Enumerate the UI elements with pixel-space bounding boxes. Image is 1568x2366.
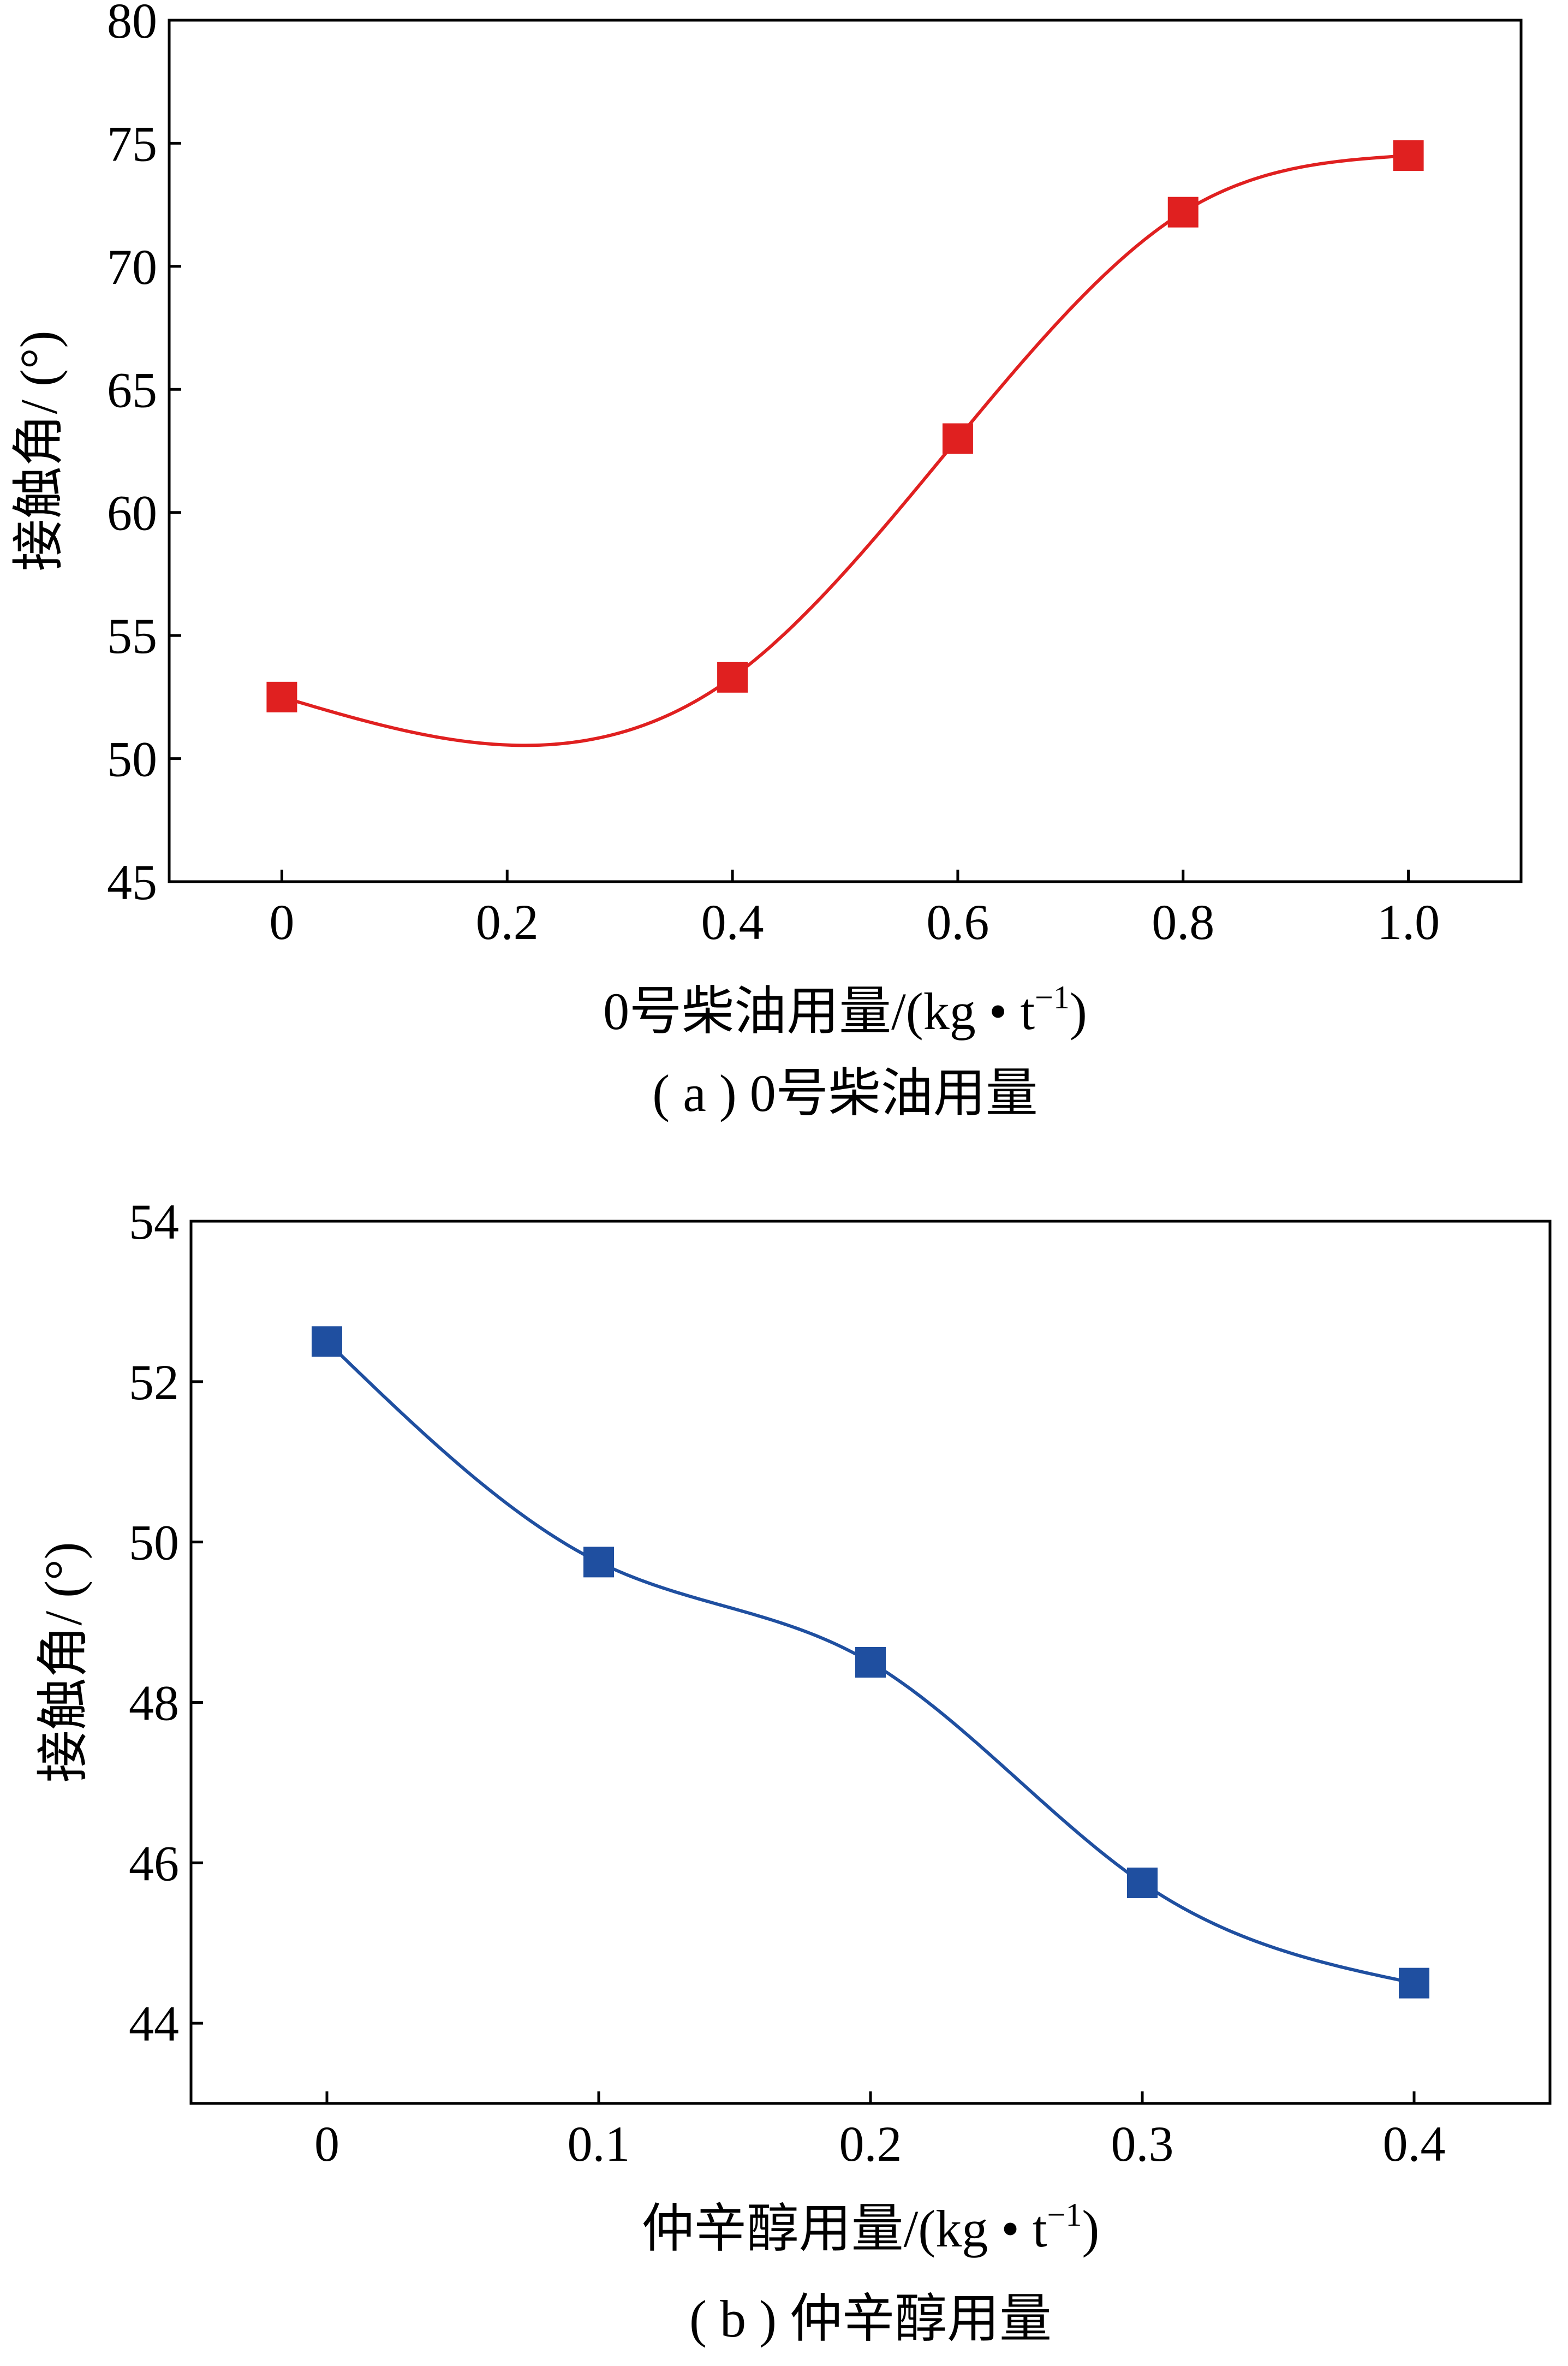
data-point-marker: [1393, 140, 1424, 171]
data-point-marker: [312, 1326, 342, 1357]
y-tick-label: 55: [107, 608, 157, 664]
y-tick-label: 70: [107, 239, 157, 295]
x-tick-label: 0.8: [1152, 894, 1214, 950]
y-tick-label: 80: [107, 0, 157, 49]
figure-caption: ( b ) 仲辛醇用量: [689, 2290, 1052, 2348]
data-point-marker: [942, 423, 973, 454]
plot-frame: [168, 19, 1523, 883]
x-tick-label: 0.2: [839, 2116, 902, 2172]
y-tick-label: 54: [129, 1194, 179, 1250]
y-tick-label: 52: [129, 1354, 179, 1410]
data-point-marker: [1167, 197, 1199, 228]
y-tick-label: 75: [107, 116, 157, 171]
y-tick-label: 50: [129, 1515, 179, 1571]
y-tick-label: 48: [129, 1675, 179, 1731]
data-point-marker: [266, 681, 297, 712]
y-tick-label: 65: [107, 362, 157, 418]
data-point-marker: [717, 662, 748, 693]
x-tick-label: 0.4: [1383, 2116, 1446, 2172]
y-tick-label: 44: [129, 1996, 179, 2052]
data-point-marker: [583, 1547, 614, 1578]
x-tick-label: 0: [314, 2116, 339, 2172]
y-tick-label: 50: [107, 732, 157, 787]
x-axis-label: 0号柴油用量/(kg • t−1): [603, 979, 1087, 1041]
y-tick-label: 46: [129, 1835, 179, 1891]
x-tick-label: 1.0: [1377, 894, 1440, 950]
data-point-marker: [1399, 1967, 1429, 1999]
y-axis-label: 接触角/ (°): [10, 331, 68, 572]
chart-b-contact-angle-vs-octanol: 44 46 48 50 52 54 0 0.1 0.2 0.3 0.4 接触角/ (°) 仲辛醇用量/(…: [34, 1194, 1552, 2348]
data-point-marker: [855, 1647, 886, 1678]
x-tick-label: 0: [269, 894, 294, 950]
data-point-marker: [1127, 1868, 1158, 1898]
x-tick-label: 0.1: [568, 2116, 630, 2172]
series-line: [281, 153, 1409, 747]
x-axis-label: 仲辛醇用量/(kg • t−1): [642, 2197, 1100, 2258]
x-tick-label: 0.3: [1111, 2116, 1174, 2172]
y-tick-label: 45: [107, 854, 157, 910]
x-tick-label: 0.2: [476, 894, 539, 950]
x-tick-label: 0.4: [701, 894, 764, 950]
y-tick-label: 60: [107, 485, 157, 541]
chart-a-contact-angle-vs-diesel: 45 50 55 60 65 70 75 80 0 0.2 0.4 0.6 0.8 1.0 接触角/ (°)…: [10, 0, 1523, 1122]
figure-caption: ( a ) 0号柴油用量: [652, 1064, 1038, 1122]
x-tick-label: 0.6: [926, 894, 989, 950]
y-axis-label: 接触角/ (°): [34, 1542, 93, 1783]
